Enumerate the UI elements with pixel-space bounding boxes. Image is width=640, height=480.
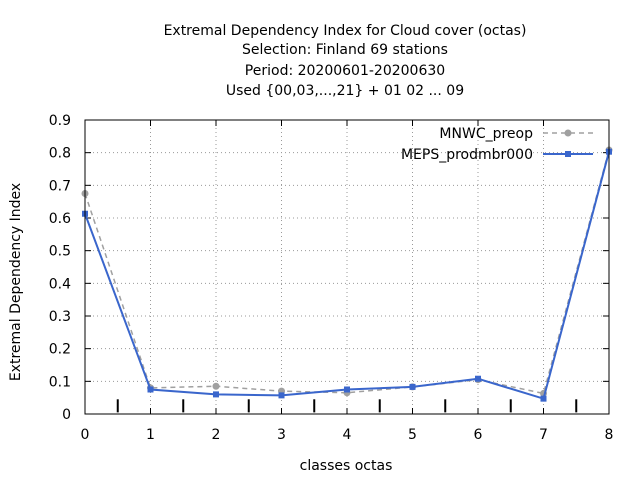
x-axis-label: classes octas	[300, 458, 393, 474]
x-tick-label: 5	[408, 427, 417, 443]
y-tick-label: 0.5	[49, 244, 71, 260]
title-line-2: Selection: Finland 69 stations	[242, 42, 448, 58]
x-tick-label: 8	[605, 427, 614, 443]
y-tick-labels: 0 0.1 0.2 0.3 0.4 0.5 0.6 0.7 0.8 0.9	[49, 113, 71, 423]
title-line-1: Extremal Dependency Index for Cloud cove…	[164, 23, 527, 39]
point-1	[344, 386, 350, 393]
grid	[84, 119, 610, 415]
x-tick-label: 1	[146, 427, 155, 443]
legend: MNWC_preop MEPS_prodmbr000	[401, 126, 593, 163]
x-tick-label: 4	[343, 427, 352, 443]
x-tick-label: 3	[277, 427, 286, 443]
class-markers	[116, 399, 578, 413]
point-1	[409, 383, 416, 390]
title-line-4: Used {00,03,...,21} + 01 02 ... 09	[226, 83, 464, 99]
point-1	[540, 395, 547, 402]
x-tick-label: 2	[212, 427, 221, 443]
point-1	[147, 386, 154, 393]
y-tick-label: 0.4	[49, 276, 71, 292]
x-tick-label: 7	[539, 427, 548, 443]
legend-marker-1	[565, 151, 571, 157]
point-0	[212, 382, 220, 390]
y-tick-label: 0.9	[49, 113, 71, 129]
y-tick-label: 0.2	[49, 342, 71, 358]
y-tick-label: 0.7	[49, 178, 71, 194]
y-tick-label: 0.8	[49, 146, 71, 162]
x-tick-label: 0	[81, 427, 90, 443]
series-line-0	[84, 149, 610, 395]
y-tick-label: 0.1	[49, 374, 71, 390]
x-tick-labels: 0 1 2 3 4 5 6 7 8	[81, 427, 614, 443]
legend-label-0: MNWC_preop	[439, 126, 533, 142]
legend-label-1: MEPS_prodmbr000	[401, 147, 533, 163]
x-tick-label: 6	[474, 427, 483, 443]
legend-marker-0	[564, 129, 572, 137]
point-1	[213, 391, 219, 398]
point-1	[278, 392, 285, 399]
y-tick-label: 0	[62, 407, 71, 423]
point-1	[475, 375, 481, 382]
chart-title: Extremal Dependency Index for Cloud cove…	[164, 23, 527, 99]
title-line-3: Period: 20200601-20200630	[245, 63, 445, 79]
plot-frame	[84, 119, 610, 415]
y-tick-label: 0.3	[49, 309, 71, 325]
y-axis-label: Extremal Dependency Index	[8, 183, 24, 381]
y-tick-label: 0.6	[49, 211, 71, 227]
